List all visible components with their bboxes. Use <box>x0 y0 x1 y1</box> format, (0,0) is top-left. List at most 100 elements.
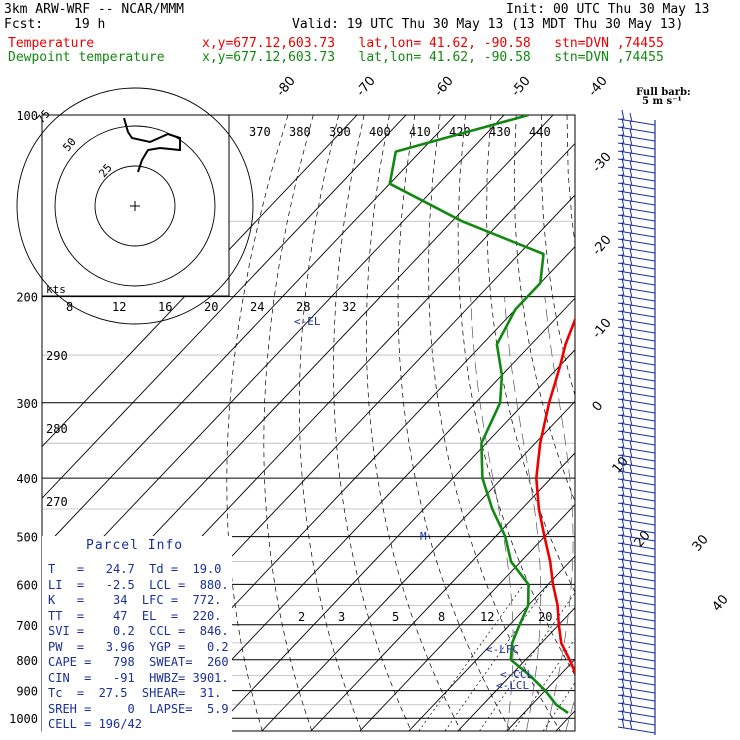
wind-barb <box>617 701 656 718</box>
wind-barb <box>617 141 656 158</box>
barb-flag <box>629 168 633 179</box>
hodo-speed-tick: 28 <box>296 300 310 314</box>
wind-barb <box>617 301 656 318</box>
barb-flag <box>629 376 633 387</box>
barb-staff <box>617 454 656 462</box>
barb-flag <box>629 424 633 435</box>
wind-barbs <box>617 109 656 735</box>
barb-staff <box>617 414 656 422</box>
barb-flag <box>621 557 625 569</box>
wind-barb <box>617 653 656 670</box>
barb-flag <box>621 549 625 561</box>
barb-flag <box>621 477 625 489</box>
barb-staff <box>617 726 656 734</box>
barb-flag <box>621 525 625 537</box>
temperature-legend: Temperature <box>8 36 95 51</box>
wind-barb <box>617 133 656 150</box>
wind-barb <box>617 149 656 166</box>
isotherm <box>261 400 575 731</box>
barb-flag <box>629 200 633 211</box>
barb-flag <box>629 480 633 491</box>
barb-staff <box>617 366 656 374</box>
wind-barb <box>617 253 656 270</box>
barb-flag <box>629 704 633 715</box>
barb-flag <box>629 616 633 627</box>
barb-flag <box>629 672 633 683</box>
barb-staff <box>617 262 656 270</box>
barb-flag <box>621 333 625 345</box>
barb-flag <box>629 640 633 651</box>
dry-adiabat <box>643 115 740 731</box>
barb-staff <box>617 166 656 174</box>
barb-staff <box>617 326 656 334</box>
barb-flag <box>629 464 633 475</box>
barb-staff <box>617 430 656 438</box>
barb-staff <box>617 630 656 638</box>
barb-flag <box>629 184 633 195</box>
barb-flag <box>629 512 633 523</box>
wind-barb <box>617 333 656 350</box>
moist-adiabat <box>585 297 657 731</box>
theta-label: 430 <box>489 125 511 139</box>
barb-flag <box>621 605 625 617</box>
barb-staff <box>617 390 656 398</box>
wind-barb <box>617 469 656 486</box>
hodo-speed-tick: 8 <box>66 300 73 314</box>
level-marker: <-LCL <box>496 679 529 692</box>
isotherm-label: 0 <box>590 399 607 415</box>
barb-staff <box>617 158 656 166</box>
barb-staff <box>617 406 656 414</box>
wind-barb <box>617 597 656 614</box>
wind-barb <box>617 237 656 254</box>
wind-barb <box>617 477 656 494</box>
barb-flag <box>621 141 625 153</box>
moist-adiabat <box>544 296 574 731</box>
barb-flag <box>629 456 633 467</box>
parcel-info-row: T = 24.7 Td = 19.0 <box>48 562 222 576</box>
barb-flag <box>621 269 625 281</box>
mixing-ratio-label: 5 <box>392 610 399 624</box>
barb-staff <box>617 438 656 446</box>
barb-flag <box>629 536 633 547</box>
theta-left-label: 270 <box>46 495 68 509</box>
barb-staff <box>617 662 656 670</box>
theta-label: 440 <box>529 125 551 139</box>
barb-staff <box>617 638 656 646</box>
barb-flag <box>621 237 625 249</box>
theta-label: 390 <box>329 125 351 139</box>
barb-flag <box>629 336 633 347</box>
wind-barb <box>617 421 656 438</box>
isotherm-label: -60 <box>432 74 457 100</box>
barb-staff <box>617 710 656 718</box>
isotherm-label: 40 <box>710 592 732 614</box>
mixing-ratio-line <box>512 638 575 731</box>
barb-flag <box>621 589 625 601</box>
barb-flag <box>629 176 633 187</box>
forecast-hour: 19 h <box>74 17 106 32</box>
wind-barb <box>617 717 656 734</box>
barb-flag <box>629 544 633 555</box>
barb-flag <box>621 421 625 433</box>
barb-staff <box>617 358 656 366</box>
dry-adiabat <box>299 115 362 731</box>
dry-adiabat <box>486 115 575 593</box>
barb-staff <box>617 294 656 302</box>
barb-flag <box>621 533 625 545</box>
hodo-ring <box>16 87 254 325</box>
barb-flag <box>629 208 633 219</box>
isotherm <box>212 349 575 731</box>
barb-flag <box>621 365 625 377</box>
wind-barb <box>617 709 656 726</box>
isotherm-label: -30 <box>590 150 615 176</box>
wind-barb <box>617 437 656 454</box>
dry-adiabat <box>263 115 314 731</box>
barb-flag <box>629 112 633 123</box>
barb-flag <box>629 248 633 259</box>
wind-barb <box>617 693 656 710</box>
wind-barb <box>617 493 656 510</box>
wind-barb <box>617 189 656 206</box>
wind-barb <box>617 661 656 678</box>
wind-barb <box>617 541 656 558</box>
